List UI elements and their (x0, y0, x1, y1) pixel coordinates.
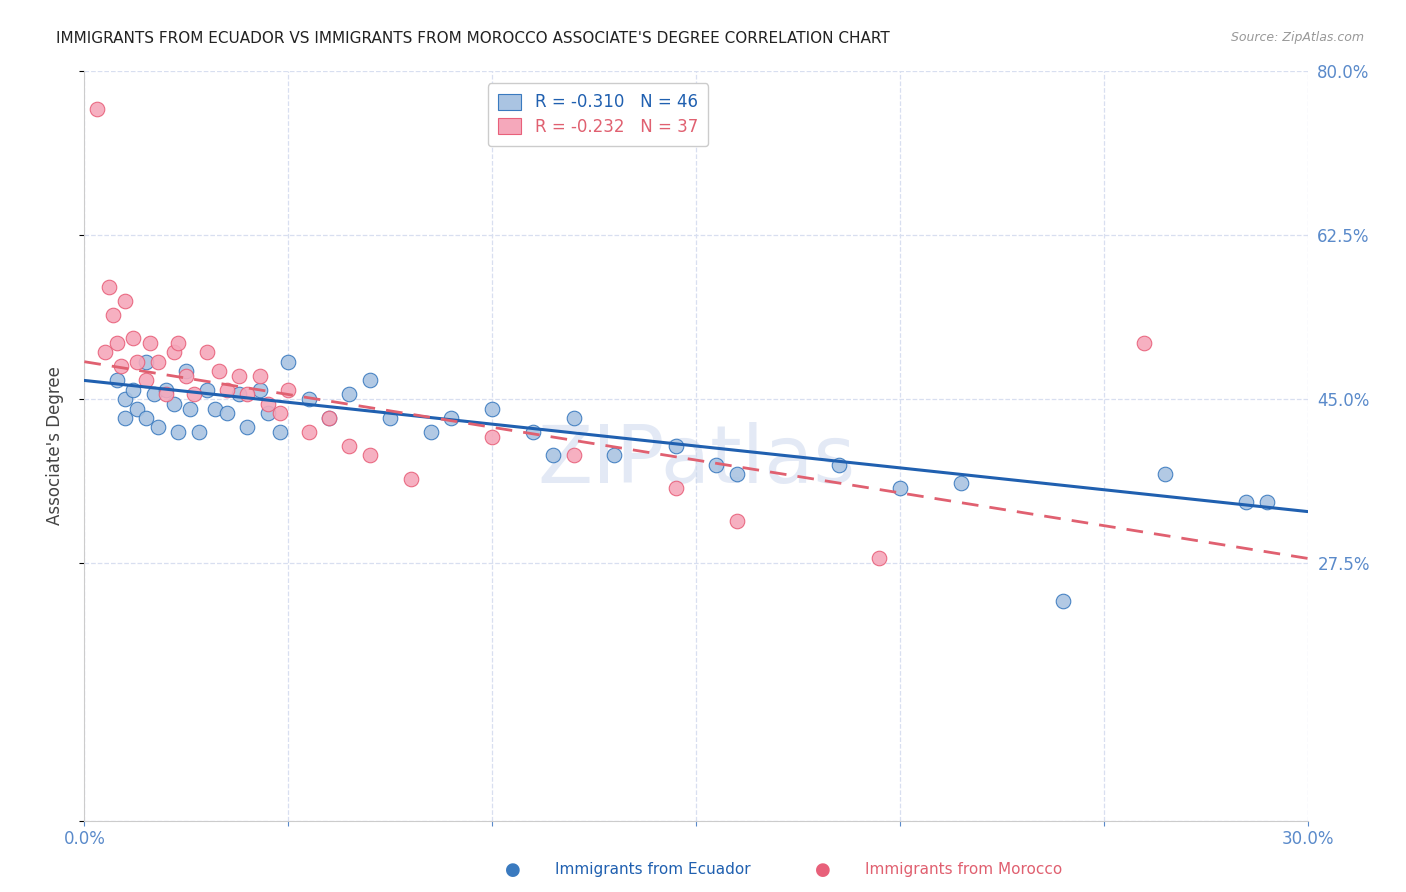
Point (869, 551, 891, 566)
Point (277, 355, 299, 369)
Point (249, 368, 271, 383)
Point (127, 401, 149, 416)
Point (562, 449, 585, 463)
Point (146, 420, 169, 434)
Point (950, 476, 973, 491)
Text: ●: ● (505, 861, 522, 879)
Point (725, 514, 748, 528)
Point (187, 425, 209, 439)
Point (339, 439, 361, 453)
Point (204, 401, 226, 416)
Point (359, 449, 381, 463)
Point (269, 425, 291, 439)
Point (725, 467, 748, 482)
Point (155, 387, 177, 401)
Text: Immigrants from Ecuador: Immigrants from Ecuador (555, 863, 751, 877)
Point (105, 374, 128, 388)
Point (155, 383, 177, 397)
Point (122, 331, 145, 345)
Point (543, 449, 565, 463)
Point (665, 439, 688, 453)
Point (135, 355, 157, 369)
Point (481, 430, 503, 444)
Text: ●: ● (814, 861, 831, 879)
Point (706, 458, 728, 472)
Point (318, 411, 340, 425)
Point (183, 387, 205, 401)
Point (122, 383, 145, 397)
Point (228, 387, 250, 401)
Point (135, 411, 157, 425)
Point (257, 397, 280, 411)
Point (101, 308, 124, 322)
Point (114, 411, 136, 425)
Legend: R = -0.310   N = 46, R = -0.232   N = 37: R = -0.310 N = 46, R = -0.232 N = 37 (488, 84, 709, 146)
Point (359, 374, 381, 388)
Point (142, 387, 165, 401)
Point (420, 425, 443, 439)
Point (269, 406, 291, 420)
Text: ZIPatlas: ZIPatlas (537, 422, 855, 500)
Point (217, 406, 239, 420)
Point (174, 364, 197, 378)
Point (298, 425, 321, 439)
Point (105, 336, 128, 351)
Point (828, 458, 851, 472)
Point (236, 387, 259, 401)
Point (228, 368, 250, 383)
Y-axis label: Associate's Degree: Associate's Degree (45, 367, 63, 525)
Point (163, 345, 186, 359)
Point (110, 359, 132, 374)
Point (277, 383, 299, 397)
Point (195, 383, 218, 397)
Point (562, 411, 585, 425)
Point (481, 401, 503, 416)
Point (318, 411, 340, 425)
Point (889, 481, 911, 495)
Point (208, 364, 231, 378)
Point (135, 374, 157, 388)
Point (127, 355, 149, 369)
Text: Source: ZipAtlas.com: Source: ZipAtlas.com (1230, 31, 1364, 45)
Point (399, 472, 422, 486)
Point (236, 420, 259, 434)
Point (1133, 336, 1156, 351)
Point (665, 481, 688, 495)
Point (339, 387, 361, 401)
Point (174, 368, 197, 383)
Point (114, 293, 136, 308)
Point (1052, 593, 1074, 607)
Point (522, 425, 544, 439)
Point (163, 397, 186, 411)
Point (257, 406, 280, 420)
Point (298, 392, 321, 407)
Point (1154, 467, 1177, 482)
Point (380, 411, 402, 425)
Point (114, 392, 136, 407)
Point (440, 411, 463, 425)
Point (249, 383, 271, 397)
Point (93, 345, 115, 359)
Text: Immigrants from Morocco: Immigrants from Morocco (865, 863, 1062, 877)
Point (86, 102, 108, 116)
Point (167, 425, 190, 439)
Point (138, 336, 160, 351)
Point (603, 449, 626, 463)
Point (97, 280, 120, 294)
Point (1256, 495, 1278, 509)
Point (146, 355, 169, 369)
Point (179, 401, 201, 416)
Point (195, 345, 218, 359)
Point (1236, 495, 1258, 509)
Point (167, 336, 190, 351)
Text: IMMIGRANTS FROM ECUADOR VS IMMIGRANTS FROM MOROCCO ASSOCIATE'S DEGREE CORRELATIO: IMMIGRANTS FROM ECUADOR VS IMMIGRANTS FR… (56, 31, 890, 46)
Point (217, 383, 239, 397)
